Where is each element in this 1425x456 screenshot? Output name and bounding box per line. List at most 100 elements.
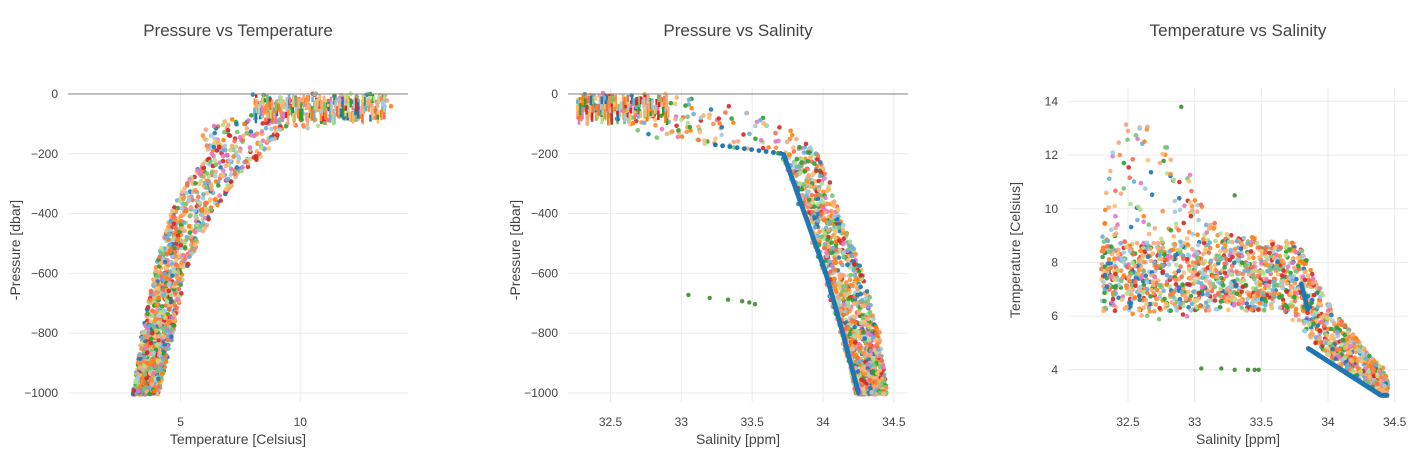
data-point: [872, 384, 877, 390]
data-point: [200, 162, 206, 167]
data-point: [825, 201, 830, 207]
data-point: [826, 220, 832, 226]
data-point: [181, 212, 186, 217]
data-point: [841, 254, 846, 260]
data-point: [277, 127, 283, 132]
data-point: [852, 262, 857, 267]
data-point: [168, 247, 173, 252]
data-point: [331, 112, 335, 126]
data-point: [271, 99, 274, 112]
data-point: [590, 112, 594, 122]
data-point: [857, 359, 863, 364]
data-point: [647, 94, 650, 101]
data-point: [192, 242, 198, 248]
data-point: [862, 371, 868, 377]
data-point: [168, 299, 173, 305]
data-point: [186, 254, 192, 260]
data-point: [819, 234, 825, 240]
data-point: [597, 104, 600, 116]
data-point: [809, 172, 815, 178]
data-point: [160, 351, 166, 356]
data-point: [274, 100, 278, 111]
data-point: [221, 137, 226, 143]
data-point: [812, 161, 817, 166]
data-point: [838, 308, 844, 314]
data-point: [817, 173, 823, 179]
data-point: [652, 117, 658, 122]
data-point: [821, 200, 826, 205]
data-point: [749, 147, 754, 153]
data-point: [861, 330, 866, 335]
data-point: [330, 101, 333, 115]
data-point: [219, 172, 224, 178]
data-point: [146, 323, 152, 329]
data-point: [812, 225, 818, 230]
data-point: [155, 358, 160, 363]
data-point: [374, 105, 377, 115]
data-point: [229, 143, 235, 149]
data-point: [212, 197, 218, 202]
x-tick-label: 32.5: [599, 415, 623, 429]
data-point: [176, 286, 182, 292]
data-point: [723, 110, 728, 115]
y-tick-label: 8: [1051, 255, 1058, 269]
data-point: [634, 98, 638, 112]
data-point: [329, 110, 332, 123]
x-tick-label: 5: [177, 415, 184, 429]
data-point: [844, 280, 849, 285]
data-point: [188, 205, 194, 210]
data-point: [254, 113, 258, 124]
data-point: [873, 331, 879, 337]
data-point: [760, 145, 766, 151]
data-point: [388, 103, 394, 109]
data-point: [313, 110, 316, 123]
data-point: [741, 132, 746, 137]
data-point: [691, 111, 696, 117]
data-point: [580, 103, 584, 111]
data-point: [142, 372, 148, 377]
data-point: [753, 123, 758, 129]
data-point: [150, 313, 155, 319]
data-point: [735, 139, 741, 144]
x-tick-label: 34.5: [882, 415, 906, 429]
data-point: [141, 363, 147, 368]
data-point: [299, 108, 302, 121]
data-point: [860, 315, 866, 321]
data-point: [162, 271, 167, 277]
data-point: [832, 214, 837, 219]
data-point: [804, 193, 810, 198]
data-point: [819, 181, 825, 186]
data-point: [283, 123, 289, 129]
data-point: [815, 202, 821, 207]
data-point: [257, 141, 263, 146]
data-point: [193, 181, 198, 186]
data-point: [585, 104, 588, 115]
data-point: [797, 181, 802, 186]
data-point: [1106, 257, 1112, 262]
data-point: [858, 291, 864, 297]
data-point: [1195, 232, 1200, 237]
data-point: [220, 158, 226, 164]
data-point: [1131, 179, 1137, 184]
data-point: [153, 328, 159, 333]
data-point: [185, 181, 190, 186]
data-point: [158, 309, 164, 315]
data-point: [199, 212, 205, 218]
data-point: [784, 139, 790, 145]
data-point: [815, 157, 820, 162]
data-point: [154, 342, 160, 348]
data-point: [605, 99, 609, 112]
chart-title: Temperature vs Salinity: [1150, 21, 1327, 40]
data-point: [382, 107, 386, 118]
data-point: [261, 97, 264, 108]
data-point: [830, 263, 835, 269]
x-tick-label: 33: [675, 415, 689, 429]
data-point: [364, 106, 368, 112]
data-point: [305, 125, 310, 131]
data-point: [255, 94, 258, 98]
data-point: [148, 340, 154, 346]
data-point: [381, 103, 384, 112]
x-axis-label: Salinity [ppm]: [1196, 431, 1280, 447]
data-point: [696, 137, 701, 143]
